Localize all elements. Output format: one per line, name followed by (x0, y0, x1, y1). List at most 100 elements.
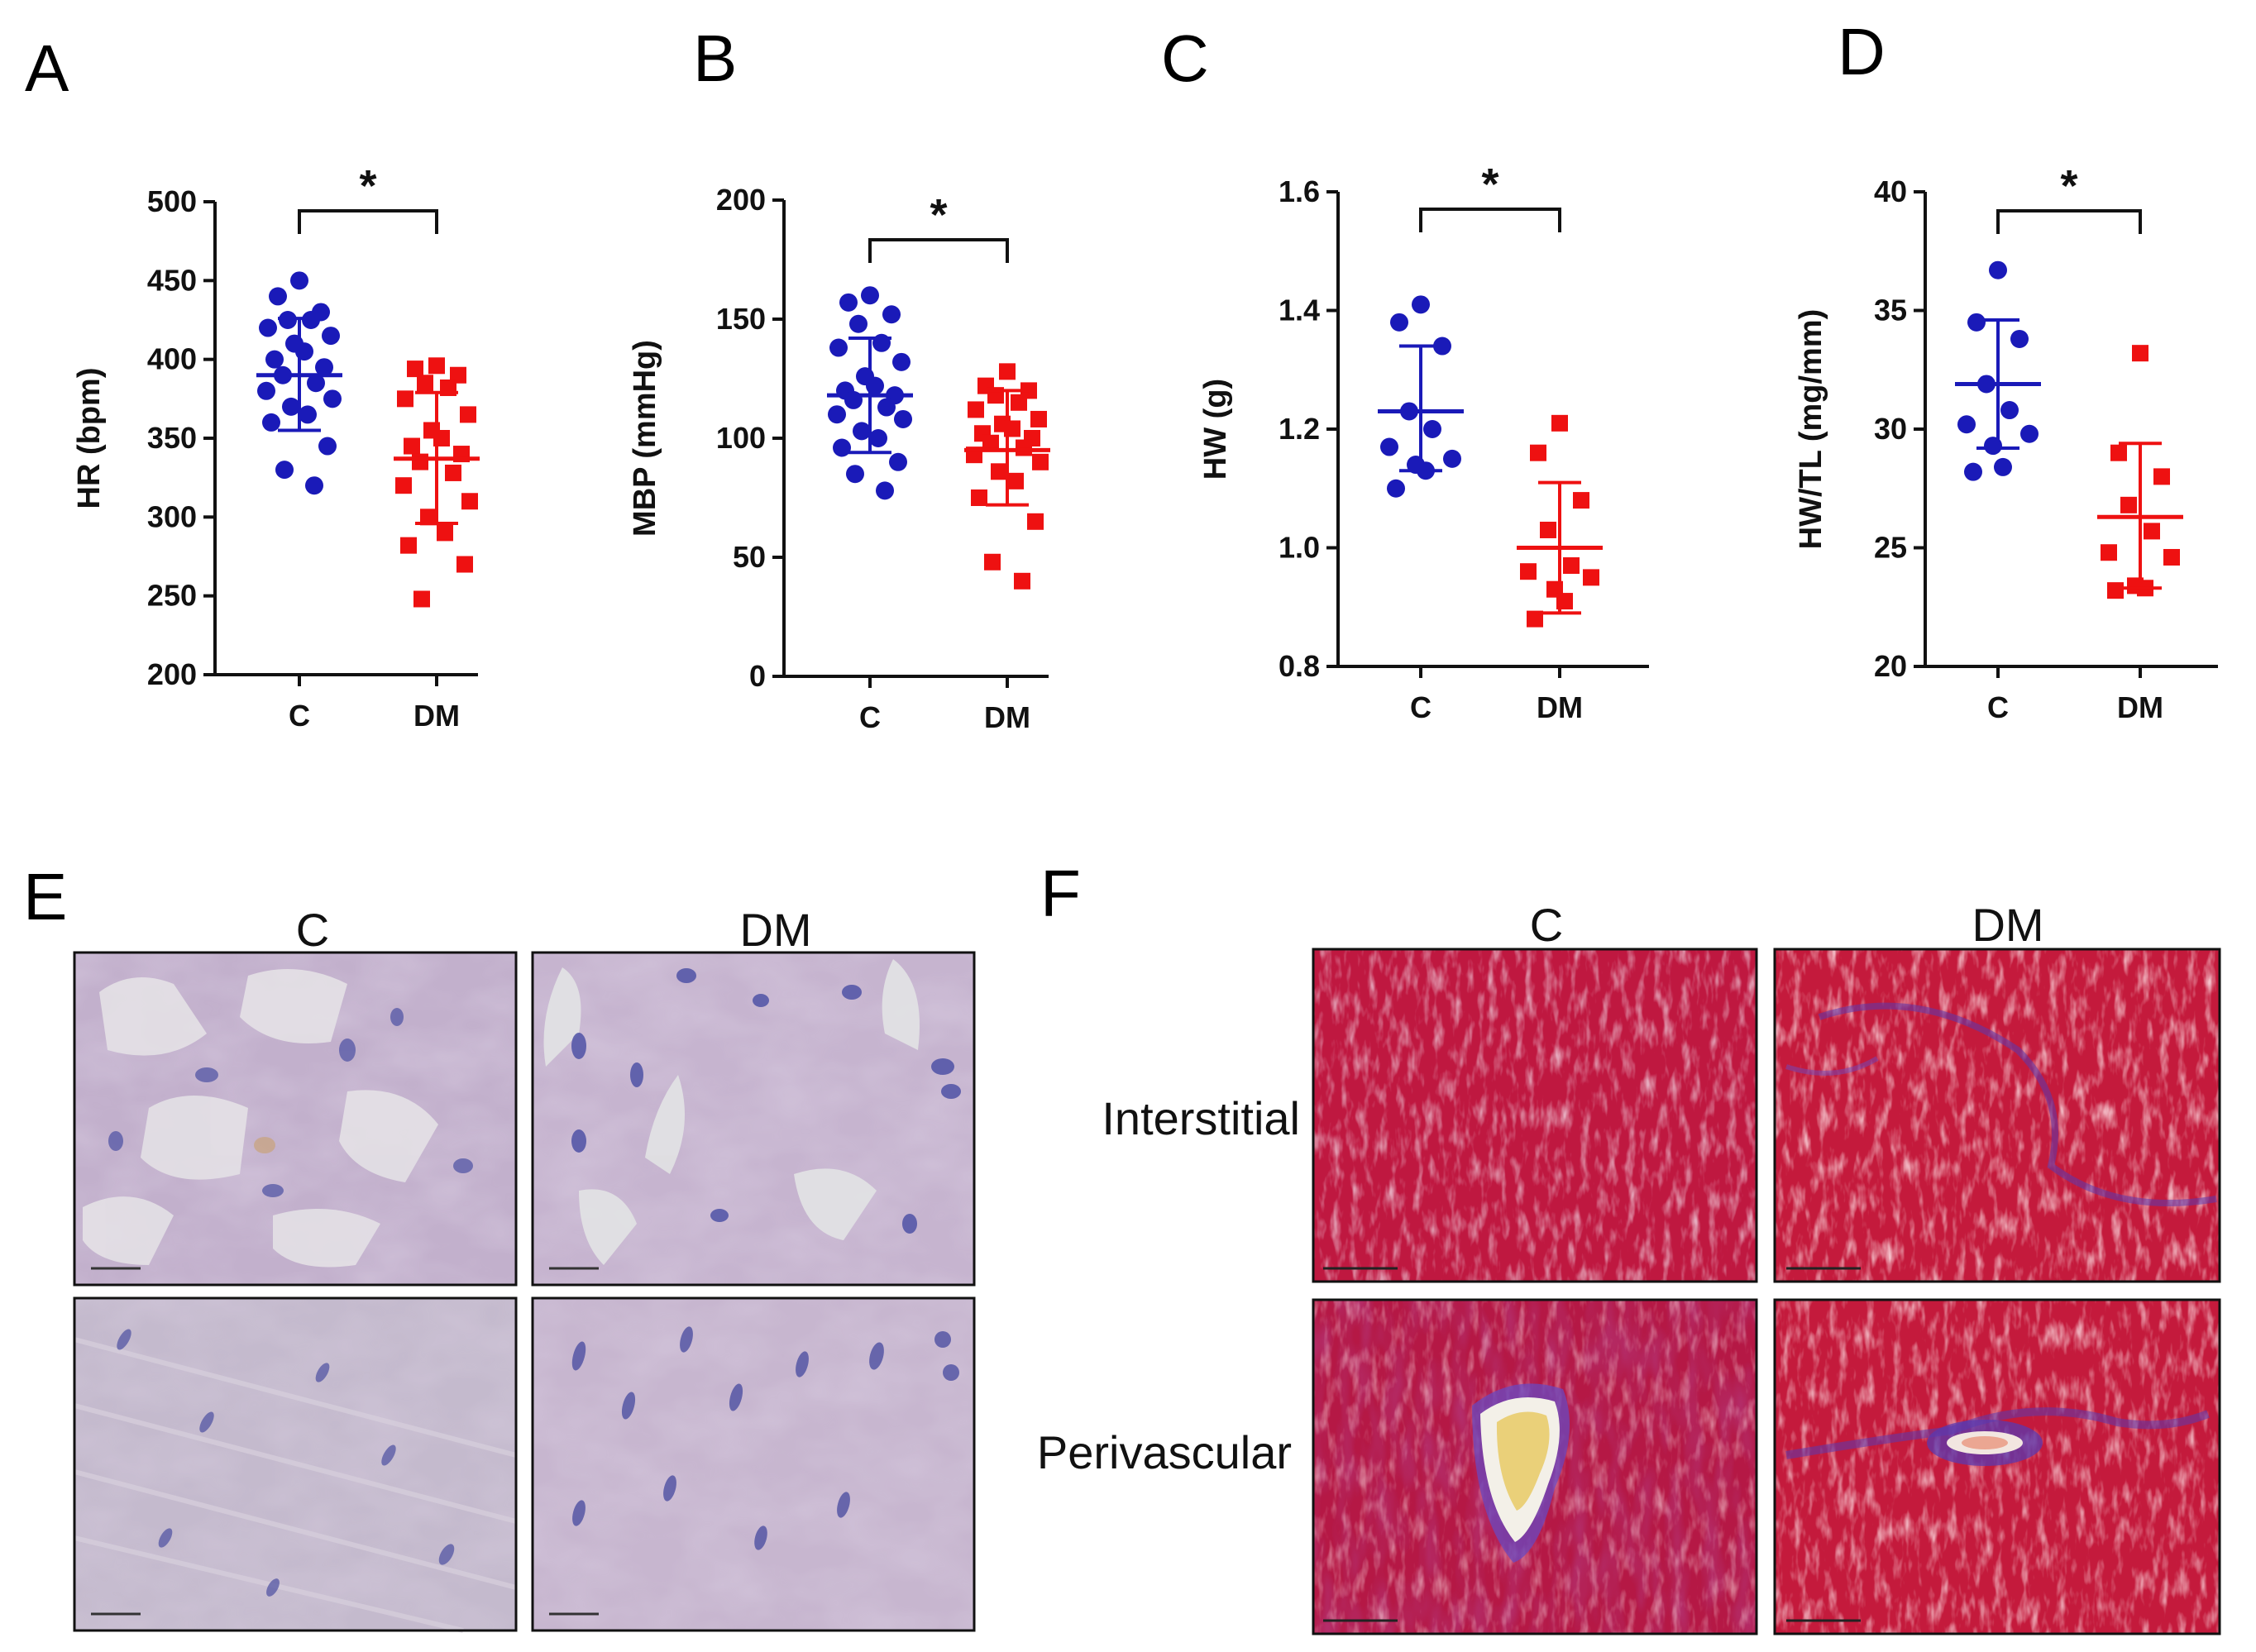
data-point (2144, 523, 2160, 540)
y-tick-label: 350 (147, 421, 197, 455)
data-point (257, 381, 275, 400)
data-point (461, 493, 478, 510)
x-tick-label: C (289, 699, 310, 733)
x-tick-label: DM (413, 699, 460, 733)
significance-star: * (1481, 160, 1498, 209)
y-tick-label: 0.8 (1279, 649, 1320, 683)
y-tick-label: 450 (147, 263, 197, 297)
panel-f-histology: C DM Interstitial Perivascular (1037, 899, 2221, 1635)
data-point (1016, 439, 1032, 456)
data-point (412, 453, 428, 470)
data-point (1011, 394, 1027, 411)
data-point (2163, 548, 2180, 566)
data-point (400, 537, 417, 554)
data-point (1007, 472, 1024, 489)
data-point (315, 358, 333, 377)
data-point (437, 524, 453, 542)
data-point (397, 390, 413, 408)
data-point (833, 438, 851, 457)
data-point (1994, 457, 2012, 476)
data-point (982, 434, 999, 451)
y-tick-label: 50 (733, 540, 766, 574)
x-tick-label: DM (984, 700, 1030, 734)
data-point (1573, 492, 1589, 509)
data-point (1030, 410, 1047, 427)
data-point (869, 429, 887, 447)
tri-image-c-interstitial (1312, 948, 1758, 1283)
data-point (456, 556, 473, 573)
he-image-c-cross (73, 951, 518, 1287)
data-point (269, 287, 287, 306)
panel-label-e: E (23, 860, 67, 933)
y-tick-label: 35 (1874, 294, 1907, 327)
data-point (1423, 420, 1441, 438)
y-axis-label: HW/TL (mg/mm) (1794, 309, 1828, 550)
data-point (846, 465, 864, 484)
data-point (1957, 415, 1976, 434)
y-tick-label: 300 (147, 499, 197, 533)
data-point (318, 437, 337, 456)
data-point (282, 397, 300, 416)
y-tick-label: 1.2 (1279, 412, 1320, 446)
y-tick-label: 100 (716, 421, 766, 455)
significance-star: * (359, 161, 376, 211)
data-point (413, 590, 430, 608)
data-point (420, 508, 437, 526)
data-point (889, 452, 907, 471)
y-tick-label: 30 (1874, 412, 1907, 446)
x-tick-label: DM (1537, 690, 1583, 724)
data-point (877, 398, 896, 417)
y-tick-label: 1.4 (1279, 294, 1320, 327)
significance-bracket (868, 238, 1009, 263)
data-point (2000, 401, 2019, 420)
data-point (407, 360, 423, 378)
data-point (1964, 462, 1982, 481)
data-point (1032, 453, 1049, 470)
panel-label-b: B (693, 21, 737, 95)
data-point (1027, 513, 1044, 530)
panel-label-f: F (1040, 857, 1081, 930)
data-point (1551, 414, 1568, 432)
data-point (305, 476, 323, 495)
data-point (1563, 557, 1580, 575)
data-point (1014, 572, 1030, 590)
x-tick-label: C (859, 700, 881, 734)
data-point (1380, 437, 1398, 456)
significance-bracket (1996, 209, 2142, 234)
panel-e-histology: C DM (73, 904, 976, 1633)
data-point (2153, 468, 2170, 485)
data-point (2107, 582, 2124, 599)
data-point (2120, 496, 2137, 513)
y-tick-label: 400 (147, 342, 197, 376)
data-point (968, 401, 984, 418)
data-point (876, 481, 894, 500)
he-image-c-longitudinal (73, 1296, 518, 1633)
y-tick-label: 150 (716, 302, 766, 336)
data-point (1520, 563, 1537, 580)
data-point (445, 464, 461, 481)
data-point (2020, 424, 2039, 443)
data-point (460, 406, 476, 423)
data-point (259, 318, 277, 337)
data-point (265, 350, 284, 369)
x-tick-label: C (1987, 690, 2009, 724)
tri-image-dm-perivascular (1773, 1298, 2221, 1635)
y-tick-label: 200 (716, 183, 766, 217)
tri-image-dm-interstitial (1773, 948, 2221, 1283)
data-point (404, 437, 420, 455)
data-point (2010, 329, 2029, 348)
y-tick-label: 500 (147, 184, 197, 218)
data-point (2101, 544, 2117, 561)
data-point (829, 338, 848, 357)
data-point (262, 413, 280, 432)
data-point (428, 357, 445, 375)
data-point (307, 374, 325, 393)
panel-f-header-dm: DM (1972, 899, 2043, 951)
data-point (290, 271, 308, 290)
panel-e-header-dm: DM (739, 904, 811, 956)
panel-f-row-perivascular: Perivascular (1037, 1426, 1292, 1478)
y-tick-label: 200 (147, 657, 197, 691)
data-point (417, 375, 433, 392)
y-tick-label: 1.0 (1279, 531, 1320, 565)
